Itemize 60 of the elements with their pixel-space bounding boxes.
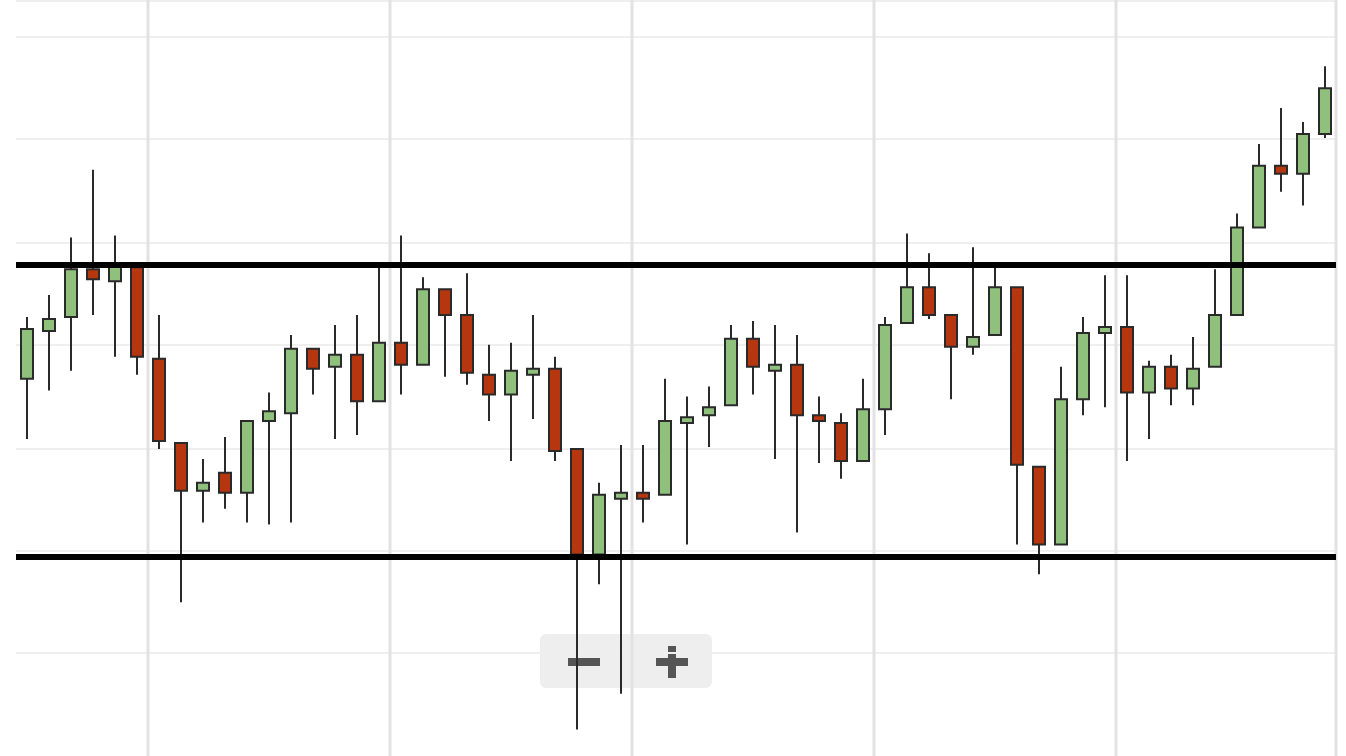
candlestick	[724, 323, 738, 407]
candlestick	[1164, 353, 1178, 407]
candlestick	[1076, 315, 1090, 417]
candlestick	[306, 347, 320, 396]
candlestick	[1252, 142, 1266, 229]
candlestick	[262, 391, 276, 526]
candlestick	[460, 272, 474, 386]
candlestick	[1010, 286, 1024, 546]
candlestick	[790, 333, 804, 534]
candlestick	[372, 266, 386, 403]
candlestick	[1032, 465, 1046, 576]
candlestick	[196, 457, 210, 524]
candlestick	[86, 168, 100, 316]
candlestick	[20, 315, 34, 441]
candlestick	[570, 447, 584, 731]
candlestick	[284, 333, 298, 524]
candlestick	[350, 314, 364, 437]
candlestick	[1142, 359, 1156, 441]
candlestick	[1208, 268, 1222, 368]
candlestick	[1120, 274, 1134, 462]
candlestick	[614, 443, 628, 695]
candlestick	[394, 234, 408, 396]
candlestick	[746, 319, 760, 396]
candlestick	[966, 246, 980, 356]
candlestick	[812, 395, 826, 464]
candlestick	[988, 266, 1002, 336]
candlestick	[504, 341, 518, 462]
candlestick	[680, 395, 694, 546]
candlestick	[1296, 121, 1310, 207]
candlestick	[438, 288, 452, 378]
candlestick	[130, 266, 144, 376]
candlestick	[768, 323, 782, 460]
candlestick	[1230, 212, 1244, 316]
candlestick	[1274, 107, 1288, 193]
candlestick	[526, 314, 540, 421]
candlestick	[1054, 365, 1068, 546]
candlestick	[636, 443, 650, 524]
candlestick	[174, 441, 188, 604]
candlestick	[482, 343, 496, 423]
candlestick	[658, 377, 672, 496]
candlestick	[152, 314, 166, 450]
candlestick	[878, 315, 892, 437]
candlestick	[856, 377, 870, 462]
candlestick	[218, 436, 232, 510]
candlestick	[900, 232, 914, 324]
candlestick	[1098, 274, 1112, 409]
candlestick	[416, 276, 430, 366]
candlestick	[42, 294, 56, 392]
candlestick	[1186, 335, 1200, 407]
candlestick	[702, 385, 716, 448]
candlestick	[922, 252, 936, 320]
candlestick	[64, 236, 78, 372]
candlestick	[328, 323, 342, 441]
candlestick	[108, 234, 122, 358]
candlestick	[592, 481, 606, 586]
candlestick	[240, 420, 254, 524]
candlestick	[944, 314, 958, 401]
candlestick	[834, 412, 848, 480]
candlestick	[548, 355, 562, 462]
candlestick	[1318, 65, 1332, 139]
